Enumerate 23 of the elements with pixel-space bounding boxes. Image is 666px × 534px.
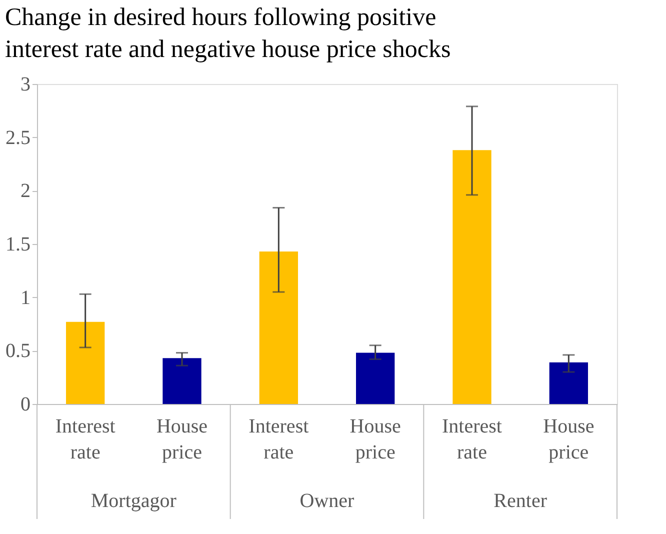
y-tick-label: 0 (20, 394, 30, 416)
x-tick-label: House price (156, 416, 208, 464)
text: Mortgagor (90, 490, 177, 512)
y-tick-label: 1 (20, 286, 30, 309)
x-tick-label: Interest rate (442, 416, 502, 464)
x-tick-label: Interest rate (55, 416, 116, 464)
y-tick-label: 3 (20, 74, 30, 96)
bar (356, 352, 395, 404)
chart-title: Change in desired hours following positive interest rate and negative house price shocks (5, 4, 451, 63)
text: Renter (494, 490, 548, 512)
y-tick-label: 2.5 (6, 126, 30, 149)
y-tick-label: 2 (20, 180, 30, 202)
x-tick-label: House price (350, 416, 402, 464)
text: Owner (300, 490, 355, 512)
x-tick-label: House price (543, 416, 594, 464)
x-tick-label: Interest rate (248, 416, 310, 464)
y-tick-label: 0.5 (6, 340, 30, 362)
bar (66, 322, 105, 404)
bar (549, 362, 588, 404)
bar (162, 358, 202, 404)
y-tick-label: 1.5 (6, 234, 30, 256)
bar (259, 251, 298, 404)
bar (452, 150, 492, 404)
